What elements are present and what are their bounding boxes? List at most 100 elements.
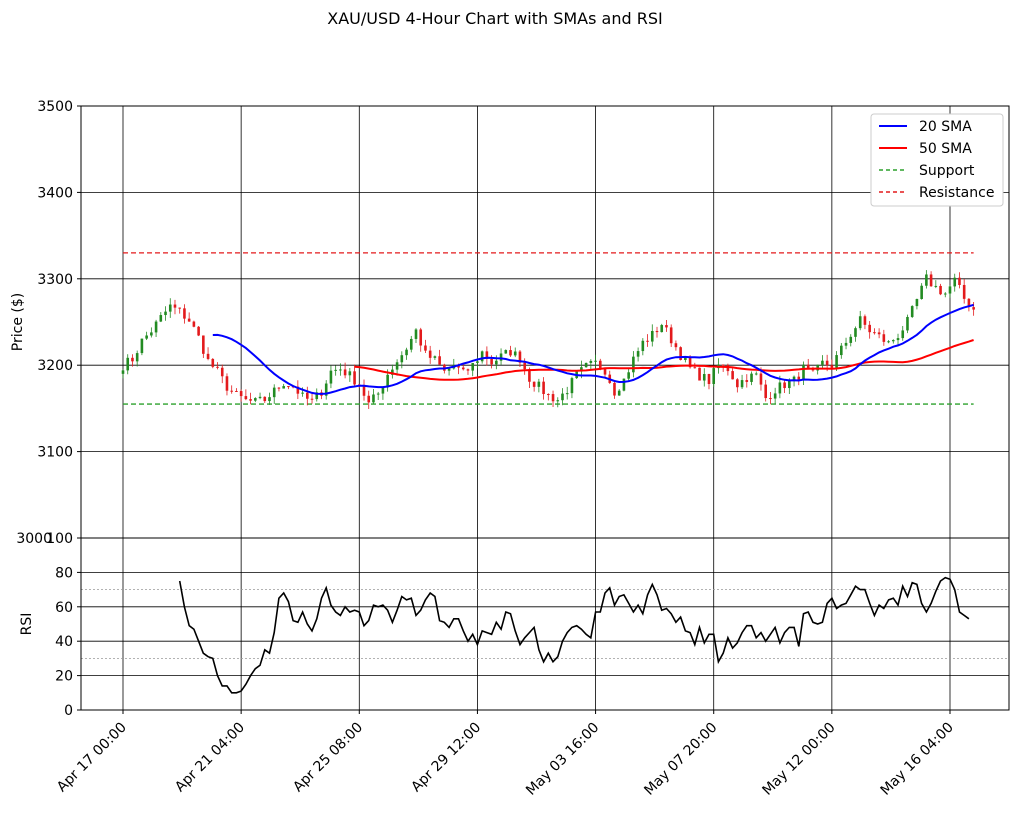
candle-body	[920, 285, 923, 300]
candle-body	[206, 353, 210, 359]
candle-body	[225, 376, 229, 391]
candle-body	[391, 369, 394, 375]
candle-body	[617, 390, 621, 396]
candle-body	[806, 364, 810, 369]
candle-body	[400, 355, 404, 363]
legend-sma50-label: 50 SMA	[919, 141, 972, 157]
rsi-panel-frame	[80, 537, 1010, 711]
candle-body	[528, 369, 531, 382]
candle-body	[537, 381, 541, 387]
candle-body	[684, 357, 687, 360]
candle-body	[277, 387, 281, 389]
candle-body	[485, 351, 489, 359]
candle-body	[523, 362, 526, 370]
candle-body	[830, 365, 834, 368]
rsi-panel: 0 20 40 60 80 100 RSI	[19, 531, 1010, 719]
candle-body	[698, 367, 701, 381]
x-tick-label: Apr 21 04:00	[172, 720, 248, 796]
candle-body	[736, 379, 739, 388]
candle-body	[788, 380, 791, 389]
candle-body	[565, 393, 569, 395]
candle-body	[849, 336, 853, 343]
price-y-label: Price ($)	[10, 293, 26, 351]
candle-body	[825, 360, 829, 366]
candle-body	[655, 330, 659, 333]
candle-body	[636, 351, 640, 357]
candle-body	[150, 332, 153, 336]
candle-body	[405, 349, 408, 356]
candle-body	[249, 399, 252, 401]
candle-body	[220, 367, 224, 377]
candle-body	[362, 385, 366, 396]
candle-body	[731, 371, 734, 380]
candle-body	[367, 395, 371, 403]
rsi-y-tick-label: 20	[55, 669, 73, 685]
candle-body	[551, 394, 555, 402]
candle-body	[901, 330, 905, 339]
candle-body	[915, 299, 919, 307]
candle-body	[646, 340, 649, 342]
candle-body	[343, 369, 347, 376]
candle-body	[783, 382, 786, 389]
candle-body	[887, 341, 890, 343]
candle-body	[627, 372, 630, 379]
candle-body	[386, 374, 389, 388]
candle-body	[962, 284, 966, 299]
price-y-ticks: 3100 3200 3300 3400 3500	[37, 99, 81, 461]
candle-body	[948, 286, 952, 294]
rsi-line	[178, 576, 970, 694]
candle-body	[263, 396, 267, 402]
rsi-y-tick-label: 40	[55, 634, 73, 650]
price-y-tick-label: 3100	[37, 445, 73, 461]
candle-body	[580, 367, 583, 372]
price-bottom-tick-label: 3000	[16, 531, 52, 547]
candle-body	[353, 371, 356, 385]
candle-body	[140, 338, 144, 354]
candle-body	[339, 369, 342, 371]
candle-body	[164, 311, 167, 316]
candle-body	[953, 277, 957, 287]
candle-body	[896, 338, 900, 341]
candle-body	[769, 398, 772, 400]
x-tick-label: Apr 29 12:00	[408, 720, 484, 796]
candle-body	[929, 274, 933, 287]
candle-body	[348, 371, 352, 376]
candle-body	[882, 334, 886, 342]
candle-body	[310, 398, 314, 400]
candle-body	[145, 335, 148, 339]
candle-body	[934, 285, 938, 287]
rsi-grid	[81, 537, 1009, 711]
candle-body	[173, 304, 177, 308]
x-tick-label: May 12 00:00	[759, 720, 838, 799]
candle-body	[513, 351, 517, 356]
candle-body	[154, 321, 158, 333]
candle-body	[669, 327, 673, 344]
legend-box	[870, 113, 1004, 207]
candle-body	[840, 345, 843, 356]
candle-body	[641, 340, 645, 352]
candle-body	[381, 387, 385, 394]
candle-body	[192, 321, 196, 327]
candle-body	[854, 328, 857, 337]
candle-body	[457, 365, 460, 368]
candle-body	[509, 350, 512, 356]
chart-title: XAU/USD 4-Hour Chart with SMAs and RSI	[327, 9, 662, 28]
price-y-tick-label: 3300	[37, 272, 73, 288]
candle-body	[925, 274, 928, 286]
x-tick-label: May 16 04:00	[878, 720, 957, 799]
candle-body	[301, 392, 304, 394]
candle-body	[187, 318, 191, 322]
candle-body	[547, 394, 550, 396]
candle-body	[821, 360, 824, 365]
x-tick-label: May 07 20:00	[641, 720, 720, 799]
candle-body	[589, 360, 593, 363]
candle-body	[584, 362, 588, 368]
candle-body	[556, 400, 560, 402]
x-tick-label: May 03 16:00	[523, 720, 602, 799]
candle-body	[972, 307, 975, 310]
candle-body	[943, 293, 947, 295]
candle-body	[395, 362, 399, 370]
candle-body	[542, 381, 545, 395]
candle-body	[594, 360, 597, 362]
